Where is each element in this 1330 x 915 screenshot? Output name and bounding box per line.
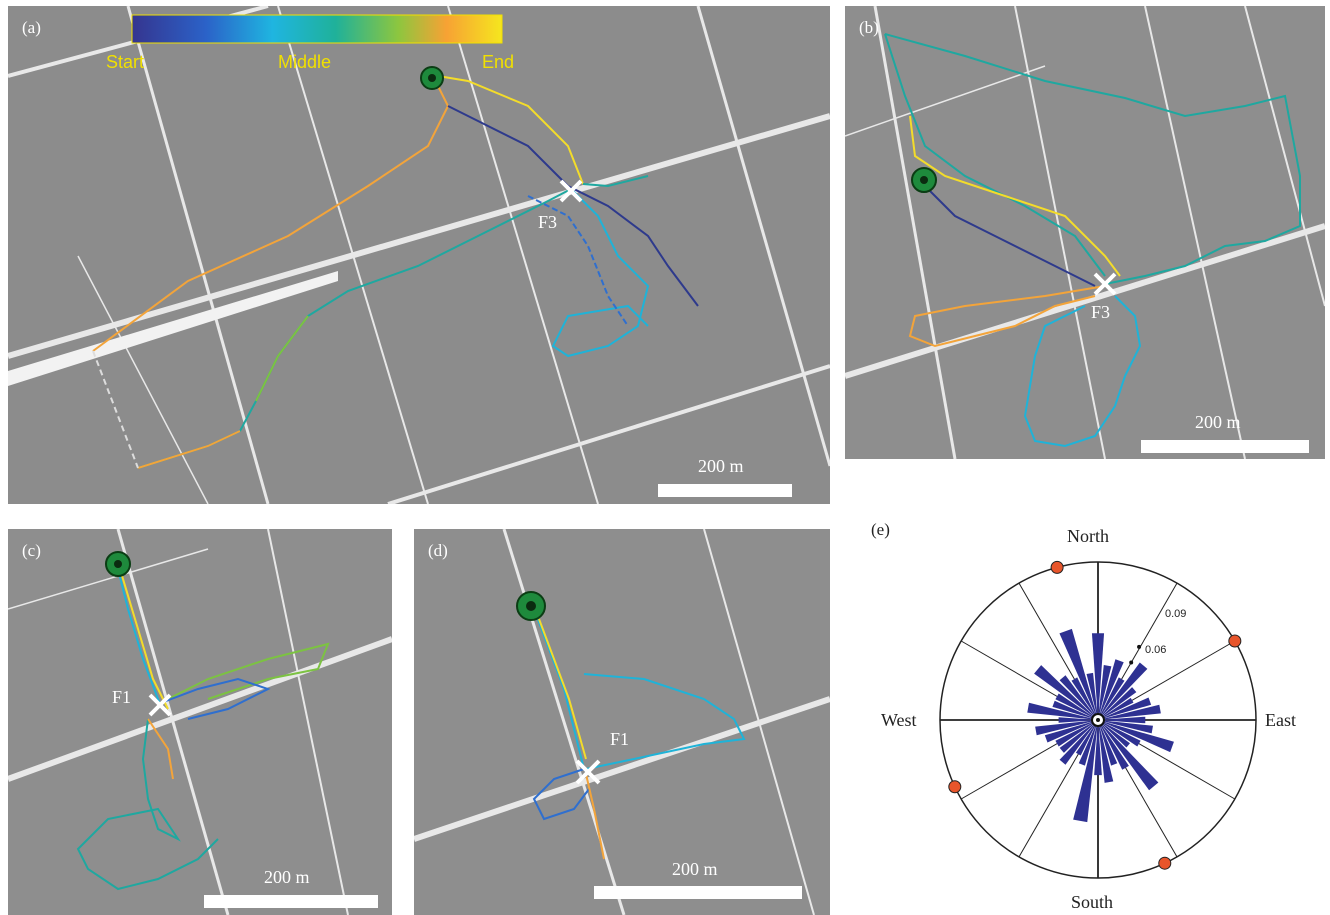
rose-bar xyxy=(1055,693,1098,720)
rose-bar xyxy=(1098,720,1129,770)
rose-bar xyxy=(1098,665,1112,720)
site-marker-a xyxy=(559,179,583,203)
site-marker-b xyxy=(1093,272,1117,296)
rose-bar xyxy=(1034,665,1098,720)
rose-ring-label-0: 0.09 xyxy=(1165,608,1187,620)
rose-label-south: South xyxy=(1071,892,1114,912)
site-label-c: F1 xyxy=(112,687,132,707)
rose-bar xyxy=(1059,720,1098,765)
scale-bar-c xyxy=(204,895,378,908)
rose-bar xyxy=(1027,702,1098,720)
panel-label-a: (a) xyxy=(22,18,41,37)
rose-bar xyxy=(1086,672,1098,720)
rose-direction-marker xyxy=(1158,856,1172,870)
rose-bar xyxy=(1071,677,1098,720)
rose-ring-label-1: 0.06 xyxy=(1145,644,1167,656)
rose-bar xyxy=(1094,720,1102,776)
rose-bar xyxy=(1098,716,1146,724)
site-marker-c xyxy=(148,693,172,717)
rose-bar xyxy=(1098,677,1125,720)
rose-label-west: West xyxy=(881,710,917,730)
rose-bar xyxy=(1098,720,1153,734)
panel-label-b: (b) xyxy=(859,18,879,37)
rose-ring-dot xyxy=(1137,644,1142,649)
panel-c: (c) F1 200 m xyxy=(8,529,392,915)
rose-bar xyxy=(1055,720,1098,747)
scale-label-b: 200 m xyxy=(1195,412,1241,432)
aerial-map-a xyxy=(8,6,830,504)
rose-label-north: North xyxy=(1067,526,1109,546)
aerial-map-d xyxy=(414,529,830,915)
colorbar-start-label: Start xyxy=(106,52,145,72)
rose-bar xyxy=(1035,720,1098,736)
rose-direction-marker xyxy=(948,780,962,794)
rose-diagram xyxy=(939,560,1257,879)
panel-a: (a) Start Middle End F3 200 m xyxy=(8,6,830,504)
rose-bar xyxy=(1098,662,1148,720)
tracks-b xyxy=(884,33,1301,448)
rose-bar xyxy=(1059,675,1098,720)
tracks-d xyxy=(532,608,746,860)
field-grid-b xyxy=(845,6,1325,459)
rose-bar xyxy=(1098,697,1134,720)
rose-bar xyxy=(1091,633,1105,720)
rose-bar xyxy=(1098,704,1161,720)
scale-bar-b xyxy=(1141,440,1309,453)
tracks-a xyxy=(92,75,699,469)
rose-bar xyxy=(1075,720,1098,756)
rose-bar xyxy=(1059,720,1098,753)
rose-bar xyxy=(1052,700,1098,720)
rose-direction-marker xyxy=(1228,634,1242,648)
rose-direction-marker xyxy=(1050,560,1064,574)
colorbar-end-label: End xyxy=(482,52,515,72)
runway-strip xyxy=(8,271,338,386)
rose-bar xyxy=(1098,720,1141,747)
rose-bar xyxy=(1098,720,1118,766)
rose-ring-dot xyxy=(1129,660,1134,665)
rose-bar xyxy=(1098,720,1174,753)
rose-bar xyxy=(1098,687,1137,720)
site-label-d: F1 xyxy=(610,729,630,749)
rose-bar xyxy=(1058,717,1098,723)
scale-label-a: 200 m xyxy=(698,456,744,476)
rose-bar xyxy=(1098,720,1114,783)
rose-bar xyxy=(1078,720,1098,766)
rose-bar xyxy=(1098,720,1159,791)
scale-label-c: 200 m xyxy=(264,867,310,887)
scale-bar-d xyxy=(594,886,802,899)
rose-center-dot xyxy=(1096,718,1100,722)
aerial-map-b xyxy=(845,6,1325,459)
rose-bar xyxy=(1059,628,1098,720)
aerial-map-c xyxy=(8,529,392,915)
site-label-a: F3 xyxy=(538,212,558,232)
rose-bar xyxy=(1073,720,1098,823)
panel-d: (d) F1 200 m xyxy=(414,529,830,915)
scale-bar-a xyxy=(658,484,792,497)
rose-bar xyxy=(1098,720,1130,748)
field-grid-c xyxy=(8,529,392,915)
panel-label-e: (e) xyxy=(871,520,890,539)
panel-e: (e) North South East West 0.09 0.06 xyxy=(845,510,1330,915)
panel-label-c: (c) xyxy=(22,541,41,560)
rose-bar xyxy=(1098,659,1124,720)
colorbar-middle-label: Middle xyxy=(278,52,332,72)
panel-label-d: (d) xyxy=(428,541,448,560)
rose-bar xyxy=(1044,720,1098,743)
site-label-b: F3 xyxy=(1091,302,1111,322)
rose-bar xyxy=(1098,697,1152,720)
site-marker-d xyxy=(575,759,601,785)
colorbar xyxy=(131,14,503,44)
rose-label-east: East xyxy=(1265,710,1296,730)
panel-b: (b) F3 200 m xyxy=(845,6,1325,459)
scale-label-d: 200 m xyxy=(672,859,718,879)
tracks-c xyxy=(76,560,330,891)
